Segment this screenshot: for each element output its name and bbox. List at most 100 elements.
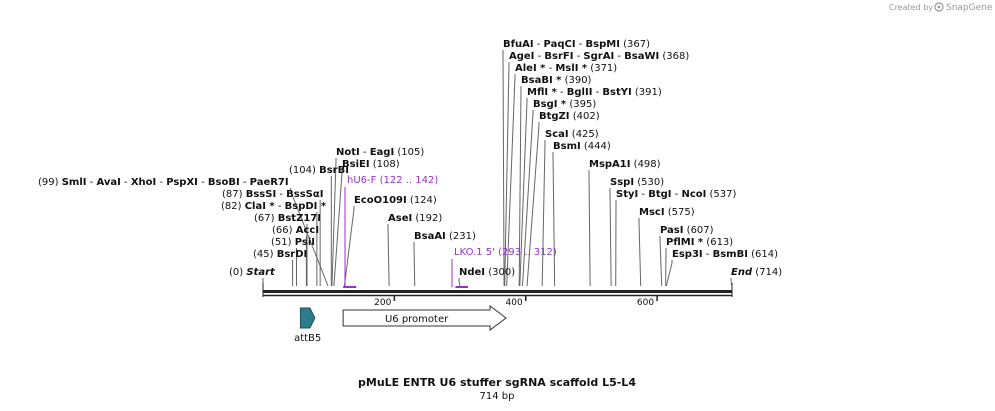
enzyme-bsgi[interactable]: BsgI *: [533, 99, 567, 110]
enzyme-bstz17i[interactable]: BstZ17I: [278, 213, 321, 224]
enzyme-noti[interactable]: NotI: [336, 147, 360, 158]
enzyme-pasi[interactable]: PasI: [660, 225, 683, 236]
enzyme-bsaai[interactable]: BsaAI: [414, 231, 446, 242]
leader-line: [518, 86, 522, 287]
svg-text:MflI * - BglII - BstYI: MflI * - BglII - BstYI (391): [527, 87, 662, 98]
leader-line: [526, 122, 540, 287]
leader-line: [665, 260, 673, 287]
tick-label: 200: [374, 298, 391, 308]
enzyme-paer7i[interactable]: PaeR7I: [250, 177, 289, 188]
features: attB5 U6 promoter: [294, 305, 507, 344]
enzyme-bsssi[interactable]: BssSI: [246, 189, 276, 200]
enzyme-bstyi[interactable]: BstYI: [602, 87, 631, 98]
svg-text:Esp3I - BsmBI (614): Esp3I - BsmBI (614): [672, 249, 778, 260]
enzyme-row: NotI - EagI (105): [336, 147, 424, 158]
separator: -: [198, 177, 208, 188]
enzyme-acci[interactable]: AccI: [296, 225, 319, 236]
enzyme-bsobi[interactable]: BsoBI: [208, 177, 240, 188]
enzyme-bsrdi[interactable]: BsrDI: [277, 249, 308, 260]
enzyme-asei[interactable]: AseI: [388, 213, 412, 224]
enzyme-pflmi[interactable]: PflMI *: [666, 237, 704, 248]
svg-text:BtgZI (402): BtgZI (402): [539, 111, 600, 122]
enzyme-row: BsaAI (231): [414, 231, 476, 242]
enzyme-smli[interactable]: SmlI: [62, 177, 87, 188]
enzyme-end[interactable]: End: [731, 267, 753, 278]
enzyme-bglii[interactable]: BglII: [567, 87, 593, 98]
site-position: (371): [587, 63, 617, 74]
site-position: (425): [569, 129, 599, 140]
enzyme-scai[interactable]: ScaI: [545, 129, 569, 140]
enzyme-sspi[interactable]: SspI: [610, 177, 634, 188]
svg-text:(104) BsrBI: (104) BsrBI: [289, 165, 349, 176]
primers: hU6-F (122 .. 142) LKO.1 5' (293 .. 312): [343, 175, 557, 288]
enzyme-msci[interactable]: MscI: [639, 207, 665, 218]
enzyme-row: MscI (575): [639, 207, 695, 218]
enzyme-ndei[interactable]: NdeI: [459, 267, 485, 278]
enzyme-row: ScaI (425): [545, 129, 599, 140]
feature-u6-promoter[interactable]: U6 promoter: [342, 305, 507, 331]
separator: -: [573, 51, 583, 62]
separator: -: [276, 189, 286, 200]
enzyme-ecoo109i[interactable]: EcoO109I: [354, 195, 407, 206]
enzyme-msli[interactable]: MslI *: [555, 63, 588, 74]
leader-line: [541, 140, 546, 287]
enzyme-btgi[interactable]: BtgI: [648, 189, 671, 200]
svg-text:MspA1I (498): MspA1I (498): [589, 159, 661, 170]
enzyme-xhoi[interactable]: XhoI: [131, 177, 156, 188]
svg-text:PasI (607): PasI (607): [660, 225, 714, 236]
enzyme-bsawi[interactable]: BsaWI: [624, 51, 659, 62]
enzyme-bspdi[interactable]: BspDI *: [285, 201, 327, 212]
svg-text:(99) SmlI - AvaI - XhoI: (99) SmlI - AvaI - XhoI - PspXI - BsoBI …: [38, 177, 289, 188]
enzyme-ncoi[interactable]: NcoI: [681, 189, 706, 200]
enzyme-bsabi[interactable]: BsaBI *: [521, 75, 562, 86]
primer-hu6-f[interactable]: hU6-F (122 .. 142): [343, 175, 438, 288]
site-position: (368): [659, 51, 689, 62]
enzyme-bsmbi[interactable]: BsmBI: [713, 249, 748, 260]
enzyme-mfli[interactable]: MflI *: [527, 87, 558, 98]
enzyme-start[interactable]: Start: [246, 267, 276, 278]
enzyme-bsrbi[interactable]: BsrBI: [319, 165, 349, 176]
site-position: (67): [254, 213, 278, 224]
svg-text:(45) BsrDI: (45) BsrDI: [253, 249, 307, 260]
separator: -: [638, 189, 648, 200]
enzyme-bfuai[interactable]: BfuAI: [503, 39, 534, 50]
enzyme-sgrai[interactable]: SgrAI: [583, 51, 614, 62]
feature-attb5[interactable]: attB5: [294, 307, 321, 344]
enzyme-btgzi[interactable]: BtgZI: [539, 111, 570, 122]
enzyme-styi[interactable]: StyI: [616, 189, 638, 200]
enzyme-bsmi[interactable]: BsmI: [553, 141, 581, 152]
enzyme-row: (0) Start: [229, 267, 276, 278]
svg-text:BsaBI * (390): BsaBI * (390): [521, 75, 592, 86]
enzyme-clai[interactable]: ClaI *: [245, 201, 276, 212]
enzyme-psii[interactable]: PsiI: [295, 237, 315, 248]
enzyme-esp3i[interactable]: Esp3I: [672, 249, 703, 260]
enzyme-agei[interactable]: AgeI: [509, 51, 534, 62]
separator: -: [534, 51, 544, 62]
enzyme-bsss-i[interactable]: BssSαI: [286, 189, 323, 200]
enzyme-eagi[interactable]: EagI: [370, 147, 394, 158]
leader-line: [552, 152, 556, 287]
svg-text:AleI * - MslI * (371): AleI * - MslI * (371): [515, 63, 617, 74]
feature-label: attB5: [294, 333, 321, 344]
site-position: (66): [272, 225, 296, 236]
svg-text:BsiEI (108): BsiEI (108): [342, 159, 400, 170]
enzyme-row: End (714): [731, 267, 782, 278]
svg-text:(87) BssSI - BssSαI: (87) BssSI - BssSαI: [222, 189, 323, 200]
separator: -: [87, 177, 97, 188]
enzyme-bsiei[interactable]: BsiEI: [342, 159, 370, 170]
enzyme-pspxi[interactable]: PspXI: [166, 177, 198, 188]
enzyme-avai[interactable]: AvaI: [96, 177, 120, 188]
enzyme-bspmi[interactable]: BspMI: [586, 39, 620, 50]
site-position: (575): [665, 207, 695, 218]
enzyme-alei[interactable]: AleI *: [515, 63, 546, 74]
separator: -: [534, 39, 544, 50]
svg-text:BsgI * (395): BsgI * (395): [533, 99, 596, 110]
enzyme-row: BsiEI (108): [342, 159, 400, 170]
primer-lko-1-5[interactable]: LKO.1 5' (293 .. 312): [451, 247, 557, 288]
enzyme-mspa1i[interactable]: MspA1I: [589, 159, 630, 170]
enzyme-row: (45) BsrDI: [253, 249, 307, 260]
enzyme-bsrfi[interactable]: BsrFI: [544, 51, 573, 62]
enzyme-paqci[interactable]: PaqCI: [544, 39, 576, 50]
leader-line: [519, 98, 528, 287]
enzyme-labels: BfuAI - PaqCI - BspMI (367)AgeI - BsrFI …: [38, 39, 782, 278]
